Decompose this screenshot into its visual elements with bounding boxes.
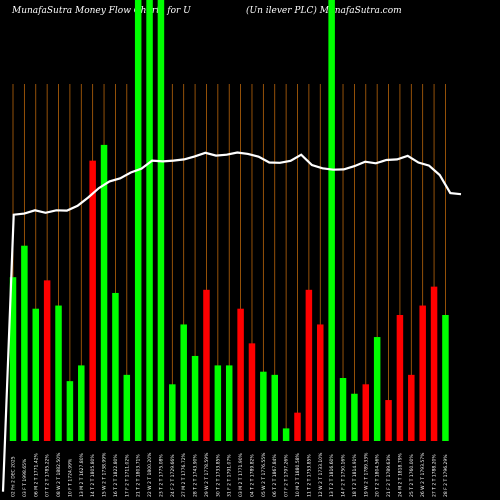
bar-red [294, 412, 301, 441]
bar-green [271, 374, 278, 441]
bar-green [214, 365, 222, 441]
x-tick-label: 16 T 2 T 1822.80% [113, 454, 119, 497]
bar-red [89, 160, 96, 441]
bar-green [351, 393, 358, 441]
x-tick-label: 11 T 2 T 1753.85% [306, 454, 312, 497]
x-tick-label: 28 F 2 T 1796.29% [443, 454, 449, 497]
x-tick-label: 02 Fri 2 DEC 2025 [11, 456, 17, 497]
x-tick-label: 08 W 2 T 1882.50% [56, 452, 62, 497]
bar-green [32, 308, 40, 441]
bar-green [21, 245, 28, 441]
x-tick-label: 12 W 2 T 1733.10% [318, 452, 324, 497]
bar-red [396, 315, 404, 441]
x-tick-label: 17 F 2 T 1711.02% [124, 454, 130, 497]
x-tick-label: 03 F T 1998.65% [22, 458, 28, 497]
bar-red [43, 280, 51, 441]
x-tick-label: 14 F 2 T 1750.16% [341, 454, 347, 497]
x-tick-label: 04 T 2 T 1789.82% [250, 454, 256, 497]
x-tick-label: 24 F 2 T 1729.66% [170, 454, 176, 497]
x-tick-label: 23 T 2 T 1775.08% [158, 454, 164, 497]
bar-series [9, 0, 449, 441]
x-tick-label: 15 W 2 T 1738.99% [102, 452, 108, 497]
x-tick-label: 05 W 2 T 1776.55% [261, 452, 267, 497]
x-tick-label: 22 W 2 T 1800.20% [147, 452, 153, 497]
bar-green [78, 365, 85, 441]
x-tick-label: 27 T 2 T 1788.20% [432, 454, 438, 497]
x-tick-label: 06 T 2 T 1867.84% [272, 454, 278, 497]
x-tick-label: 18 T 2 T 1814.91% [352, 454, 358, 497]
x-tick-label: 07 T 2 T 1785.22% [45, 454, 51, 497]
bar-green [146, 0, 153, 441]
chart-title-left: MunafaSutra Money Flow Charts for U [12, 6, 191, 16]
bar-green [442, 315, 449, 441]
x-tick-label: 14 T 2 T 1805.80% [90, 454, 96, 497]
x-tick-label: 03 M 2 T 1771.90% [238, 452, 244, 497]
x-tick-label: 10 M 2 T 1880.58% [295, 452, 301, 497]
bar-red [305, 289, 313, 441]
bar-red [317, 324, 324, 441]
bar-red [385, 400, 392, 441]
bar-green [9, 277, 17, 441]
bar-green [123, 374, 131, 441]
bar-green [260, 371, 267, 441]
bar-green [225, 365, 233, 441]
x-tick-label: 13 T 2 T 1816.60% [329, 454, 335, 497]
x-tick-label: 27 M 2 T 1776.72% [181, 452, 187, 497]
x-tick-label: 21 F 2 T 1789.63% [386, 454, 392, 497]
x-tick-label: 24 M 2 T 1818.79% [397, 452, 403, 497]
x-tick-label: 20 T 2 T 1804.56% [375, 454, 381, 497]
bar-green [328, 0, 335, 441]
x-tick-label: 31 F 2 T 1791.07% [227, 454, 233, 497]
x-tick-label: 30 T 2 T 1733.85% [215, 454, 221, 497]
bar-red [237, 308, 244, 441]
chart-title-right: (Un ilever PLC) MunafaSutra.com [246, 6, 402, 16]
x-tick-label: 26 W 2 T 1793.57% [420, 452, 426, 497]
bar-red [408, 374, 415, 441]
bar-green [373, 337, 381, 441]
bar-green [157, 0, 165, 441]
bar-green [339, 378, 347, 441]
bar-green [100, 144, 108, 441]
bar-green [282, 428, 290, 441]
x-tick-label: 21 T 2 T 1803.71% [136, 454, 142, 497]
x-tick-label: 29 W 2 T 1778.59% [204, 452, 210, 497]
x-tick-label: 07 F 2 T 1797.26% [284, 454, 290, 497]
x-tick-label: 10 F T 1724.99% [67, 458, 73, 497]
x-tick-label: 13 M 2 T 1627.80% [79, 452, 85, 497]
bar-green [169, 384, 176, 441]
bar-red [203, 289, 210, 441]
x-tick-label: 28 T 2 T 1743.90% [193, 454, 199, 497]
money-flow-line [1, 151, 462, 492]
x-tick-label: 25 T 2 T 1760.00% [409, 454, 415, 497]
bar-green [66, 381, 74, 441]
x-tick-label: 19 W 2 T 1789.33% [363, 452, 369, 497]
bar-red [248, 343, 256, 441]
bar-red [419, 305, 426, 441]
bar-red [362, 384, 370, 441]
x-axis-labels: 02 Fri 2 DEC 2025 03 F T 1998.65% 06 M 2 T… [11, 452, 449, 497]
bar-green [112, 292, 119, 441]
bar-red [430, 286, 438, 441]
bar-green [180, 324, 187, 441]
bar-green [191, 355, 199, 441]
x-tick-label: 06 M 2 T 1771.42% [33, 452, 39, 497]
bar-green [134, 0, 142, 441]
bar-green [55, 305, 62, 441]
